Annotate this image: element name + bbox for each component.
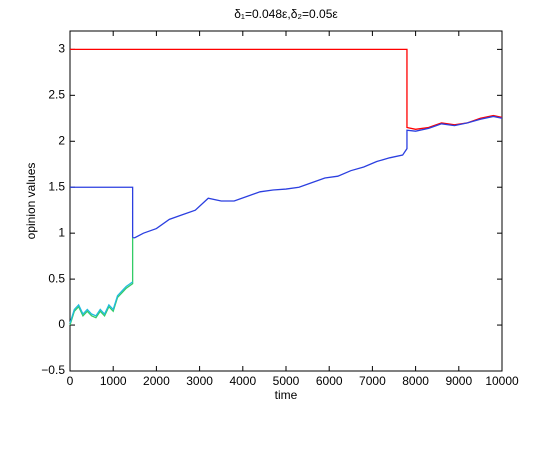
y-tick-label: 2 <box>58 133 65 147</box>
x-tick-label: 1000 <box>100 374 127 388</box>
y-tick-label: 0 <box>58 317 65 331</box>
x-tick-label: 2000 <box>143 374 170 388</box>
x-tick-label: 10000 <box>485 374 519 388</box>
series-line <box>69 281 134 324</box>
y-axis-label: opinion values <box>24 163 38 240</box>
y-tick-label: 3 <box>58 42 65 56</box>
x-tick-label: 0 <box>67 374 74 388</box>
x-tick-label: 5000 <box>273 374 300 388</box>
x-tick-label: 6000 <box>316 374 343 388</box>
x-tick-label: 8000 <box>402 374 429 388</box>
series-line <box>70 115 503 239</box>
series-line <box>69 237 134 326</box>
x-tick-label: 4000 <box>229 374 256 388</box>
series-line <box>70 48 503 130</box>
chart-title: δ₁=0.048ε,δ₂=0.05ε <box>234 7 338 21</box>
x-axis-label: time <box>275 388 298 402</box>
x-tick-label: 9000 <box>445 374 472 388</box>
plot-frame <box>69 30 503 372</box>
y-tick-label: 0.5 <box>48 271 65 285</box>
y-tick-label: 2.5 <box>48 87 65 101</box>
x-tick-label: 3000 <box>186 374 213 388</box>
y-tick-label: 1 <box>58 225 65 239</box>
y-tick-label: −0.5 <box>41 363 65 377</box>
x-tick-label: 7000 <box>359 374 386 388</box>
y-tick-label: 1.5 <box>48 179 65 193</box>
